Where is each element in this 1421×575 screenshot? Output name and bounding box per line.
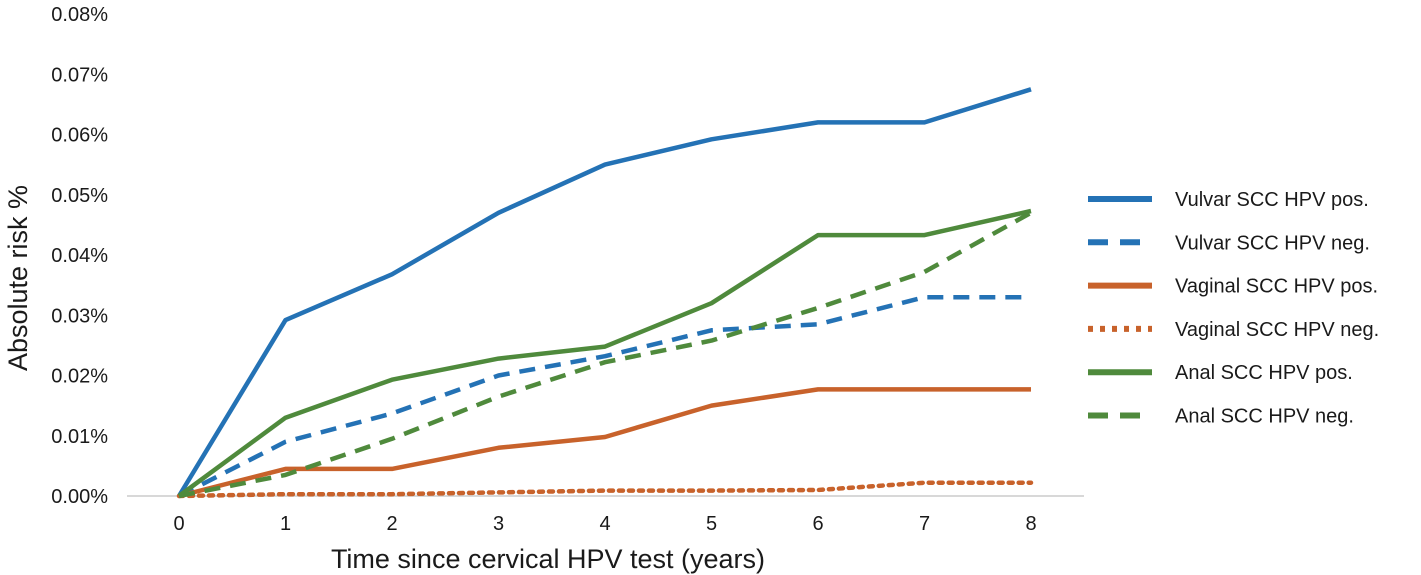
legend-label: Anal SCC HPV pos. [1175,362,1353,384]
y-tick-label: 0.06% [51,125,108,147]
series-line-vulvar-scc-hpv-neg [177,294,1031,499]
legend-item: Vulvar SCC HPV neg. [1088,232,1370,254]
x-tick-label: 8 [1025,513,1036,535]
x-tick-label: 5 [706,513,717,535]
series-lines [176,87,1034,499]
y-tick-label: 0.01% [51,426,108,448]
series-line-anal-scc-hpv-pos [177,208,1032,498]
y-tick-label: 0.08% [51,4,108,26]
x-tick-label: 3 [493,513,504,535]
legend-label: Vulvar SCC HPV pos. [1175,189,1369,211]
x-tick-label: 6 [812,513,823,535]
legend-label: Vaginal SCC HPV pos. [1175,276,1378,298]
x-tick-label: 7 [919,513,930,535]
legend-item: Vaginal SCC HPV neg. [1088,319,1379,341]
series-line-vaginal-scc-hpv-pos [178,387,1031,499]
y-axis-ticks: 0.00% 0.01% 0.02% 0.03% 0.04% 0.05% 0.06% 0.07%… [51,4,108,508]
y-tick-label: 0.02% [51,366,108,388]
y-tick-label: 0.07% [51,64,108,86]
legend-item: Anal SCC HPV pos. [1088,362,1353,384]
y-axis-title: Absolute risk % [3,185,33,371]
series-line-vulvar-scc-hpv-pos [177,87,1032,498]
y-tick-label: 0.00% [51,486,108,508]
legend-label: Vaginal SCC HPV neg. [1175,319,1379,341]
y-tick-label: 0.03% [51,305,108,327]
legend-item: Anal SCC HPV neg. [1088,406,1354,428]
x-tick-label: 0 [173,513,184,535]
legend-item: Vaginal SCC HPV pos. [1088,276,1378,298]
y-tick-label: 0.05% [51,185,108,207]
legend-label: Vulvar SCC HPV neg. [1175,232,1370,254]
legend: Vulvar SCC HPV pos. Vulvar SCC HPV neg. Va… [1088,189,1379,428]
x-axis-ticks: 0 1 2 3 4 5 6 7 8 [173,513,1036,535]
series-line-vaginal-scc-hpv-neg [176,480,1034,499]
legend-label: Anal SCC HPV neg. [1175,406,1354,428]
x-axis-title: Time since cervical HPV test (years) [331,544,765,574]
series-line-anal-scc-hpv-neg [178,210,1033,499]
x-tick-label: 2 [386,513,397,535]
x-tick-label: 1 [280,513,291,535]
x-tick-label: 4 [599,513,610,535]
y-tick-label: 0.04% [51,245,108,267]
legend-item: Vulvar SCC HPV pos. [1088,189,1369,211]
